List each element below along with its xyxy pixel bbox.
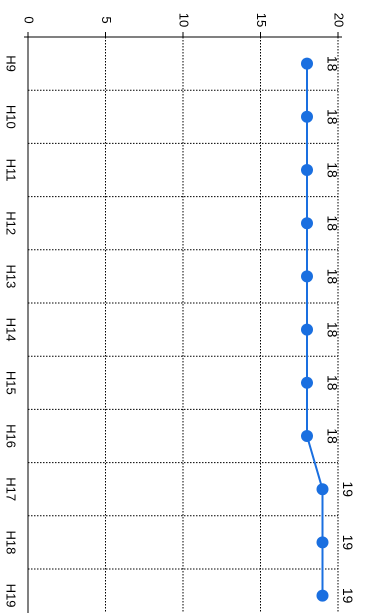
data-label: 18 bbox=[324, 428, 340, 444]
data-label: 18 bbox=[324, 215, 340, 231]
category-label: H10 bbox=[4, 105, 19, 129]
data-label: 18 bbox=[324, 322, 340, 338]
value-tick-label: 10 bbox=[177, 13, 192, 27]
data-point bbox=[301, 110, 313, 123]
data-label: 19 bbox=[340, 481, 356, 497]
category-label: H9 bbox=[4, 55, 19, 72]
data-point bbox=[301, 217, 313, 230]
data-label: 18 bbox=[324, 162, 340, 178]
category-label: H18 bbox=[4, 530, 19, 554]
data-series bbox=[301, 57, 329, 602]
data-label: 18 bbox=[324, 56, 340, 72]
value-tick-label: 0 bbox=[22, 16, 37, 23]
data-labels: 18 18 18 18 18 18 18 18 19 19 19 bbox=[324, 56, 356, 604]
category-label: H13 bbox=[4, 264, 19, 288]
category-label: H12 bbox=[4, 211, 19, 235]
category-label: H11 bbox=[4, 159, 19, 182]
data-label: 18 bbox=[324, 269, 340, 285]
data-point bbox=[301, 323, 313, 336]
value-tick-label: 5 bbox=[99, 16, 114, 23]
data-label: 19 bbox=[340, 588, 356, 604]
data-point bbox=[301, 270, 313, 283]
data-point bbox=[301, 57, 313, 70]
category-label: H16 bbox=[4, 424, 19, 448]
value-tick-label: 15 bbox=[254, 13, 269, 27]
value-tick-label: 20 bbox=[332, 13, 347, 27]
data-point bbox=[301, 430, 313, 442]
data-point bbox=[316, 536, 329, 549]
data-point bbox=[301, 164, 313, 176]
category-label: H14 bbox=[4, 318, 19, 342]
data-point bbox=[301, 376, 313, 389]
data-point bbox=[316, 483, 329, 496]
category-label: H15 bbox=[4, 371, 19, 395]
data-label: 18 bbox=[324, 375, 340, 391]
data-label: 19 bbox=[340, 535, 356, 551]
category-label: H17 bbox=[4, 477, 19, 501]
data-label: 18 bbox=[324, 109, 340, 125]
category-label: H19 bbox=[4, 584, 19, 608]
grid bbox=[27, 37, 339, 613]
data-point bbox=[316, 589, 329, 602]
axes: 0 5 10 15 20 H9 H10 H11 H12 H13 H14 H15 H16 H17 H18 H19 bbox=[4, 13, 347, 613]
